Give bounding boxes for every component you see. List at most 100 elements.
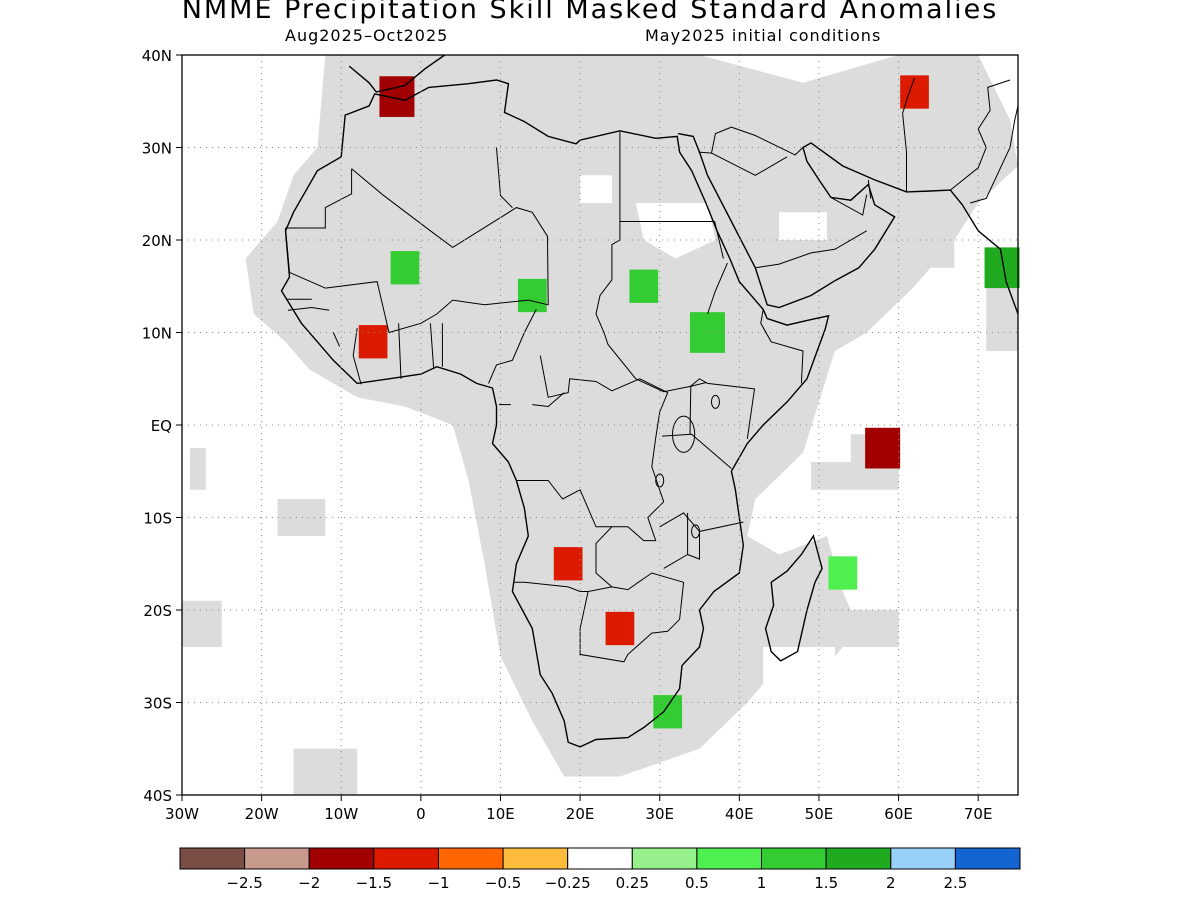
skill-mask-area <box>811 610 899 647</box>
lon-tick-label: 30E <box>645 805 674 823</box>
skill-mask-area <box>245 55 1018 777</box>
skill-mask-area <box>190 448 206 490</box>
colorbar-swatch <box>631 847 698 870</box>
lat-tick-label: 10N <box>142 325 172 343</box>
country-border <box>902 77 915 192</box>
no-skill-gap <box>580 175 612 203</box>
colorbar-swatch <box>696 847 763 870</box>
anomaly-patch <box>984 247 1020 289</box>
lake-outline <box>672 415 696 453</box>
no-skill-gap <box>779 212 827 240</box>
country-border <box>714 221 724 259</box>
lon-tick-label: 70E <box>964 805 993 823</box>
colorbar-label: 1 <box>757 874 767 892</box>
lon-tick-label: 50E <box>805 805 834 823</box>
colorbar-swatch <box>373 847 439 870</box>
graticule-layer <box>182 55 1018 795</box>
anomaly-patch <box>358 325 388 359</box>
coastline-layer <box>280 54 1019 748</box>
lon-tick-label: 30W <box>165 805 199 823</box>
country-border <box>659 512 744 532</box>
lon-tick-label: 10E <box>486 805 515 823</box>
lat-tick-label: 10S <box>143 510 172 528</box>
country-border <box>285 168 353 229</box>
anomaly-patch <box>629 269 659 303</box>
madagascar-coastline <box>764 534 823 662</box>
colorbar-label: 2.5 <box>943 874 967 892</box>
country-border <box>539 355 685 663</box>
anomaly-patch <box>605 611 635 646</box>
colorbar-label: −2 <box>298 874 320 892</box>
country-border <box>867 179 872 199</box>
country-border <box>532 392 565 408</box>
skill-mask-area <box>922 240 955 268</box>
skill-mask-area <box>811 462 851 490</box>
anomaly-patch <box>553 547 583 581</box>
colorbar-label: −0.5 <box>485 874 521 892</box>
africa-coastline <box>280 79 830 748</box>
country-border <box>496 147 513 208</box>
country-border <box>949 79 1011 191</box>
iberia-coastline <box>348 54 446 93</box>
no-skill-gap <box>229 73 286 120</box>
country-border <box>687 531 700 560</box>
country-border <box>516 480 612 528</box>
colorbar: −2.5 −2 −1.5 −1 −0.5 −0.25 0.25 0.5 1 1.5 2 2.5 <box>179 847 1021 892</box>
anomaly-patch <box>517 278 547 313</box>
map-title: NMME Precipitation Skill Masked Standard… <box>181 0 999 25</box>
anomaly-patch <box>865 427 901 469</box>
anomaly-patch <box>390 251 420 285</box>
colorbar-label: 2 <box>886 874 896 892</box>
initial-conditions-subtitle: May2025 initial conditions <box>645 26 882 45</box>
lat-tick-label: EQ <box>151 417 172 435</box>
country-border <box>711 152 788 176</box>
lon-tick-label: 40E <box>725 805 754 823</box>
colorbar-label: −2.5 <box>226 874 262 892</box>
lon-tick-label: 20W <box>245 805 279 823</box>
colorbar-label: 1.5 <box>814 874 838 892</box>
lon-tick-label: 0 <box>416 805 426 823</box>
colorbar-label: 0.25 <box>616 874 649 892</box>
skill-mask-area <box>277 499 326 536</box>
country-border <box>662 433 732 469</box>
colorbar-swatch <box>438 847 504 870</box>
country-border <box>830 194 868 216</box>
colorbar-swatch <box>567 847 633 870</box>
colorbar-label: 0.5 <box>685 874 709 892</box>
country-border <box>760 309 804 384</box>
axis-ticks: 30W 20W 10W 0 10E 20E 30E 40E 50E 60E 70E 40N 30N 20N… <box>142 47 993 823</box>
skill-mask-area <box>293 748 358 795</box>
colorbar-label: −1.5 <box>356 874 392 892</box>
country-border <box>755 230 867 269</box>
lat-tick-label: 40N <box>142 47 172 65</box>
colorbar-swatch <box>179 847 246 870</box>
country-border <box>325 281 529 334</box>
colorbar-label: −0.25 <box>545 874 591 892</box>
skill-mask-layer <box>182 55 1018 795</box>
colorbar-swatch <box>954 847 1021 870</box>
lat-tick-label: 20N <box>142 232 172 250</box>
lat-tick-label: 30N <box>142 140 172 158</box>
skill-mask-area <box>182 600 222 647</box>
colorbar-swatch <box>825 847 892 870</box>
lat-tick-label: 30S <box>143 695 172 713</box>
lake-outline <box>691 524 701 539</box>
anomaly-patch <box>900 75 929 109</box>
country-border <box>429 323 435 368</box>
country-border <box>285 227 326 289</box>
colorbar-label: −1 <box>427 874 449 892</box>
country-border <box>287 306 330 311</box>
country-border <box>689 378 756 439</box>
country-border <box>707 262 728 315</box>
country-border <box>352 327 362 385</box>
no-skill-gap <box>635 203 716 259</box>
colorbar-swatch <box>890 847 956 870</box>
anomaly-patch <box>653 695 683 729</box>
anomaly-patch <box>828 556 858 590</box>
country-border <box>514 581 589 592</box>
lon-tick-label: 10W <box>324 805 358 823</box>
country-border <box>595 131 707 393</box>
country-border <box>351 168 549 306</box>
valid-period-subtitle: Aug2025–Oct2025 <box>285 26 449 45</box>
country-border <box>332 332 341 347</box>
